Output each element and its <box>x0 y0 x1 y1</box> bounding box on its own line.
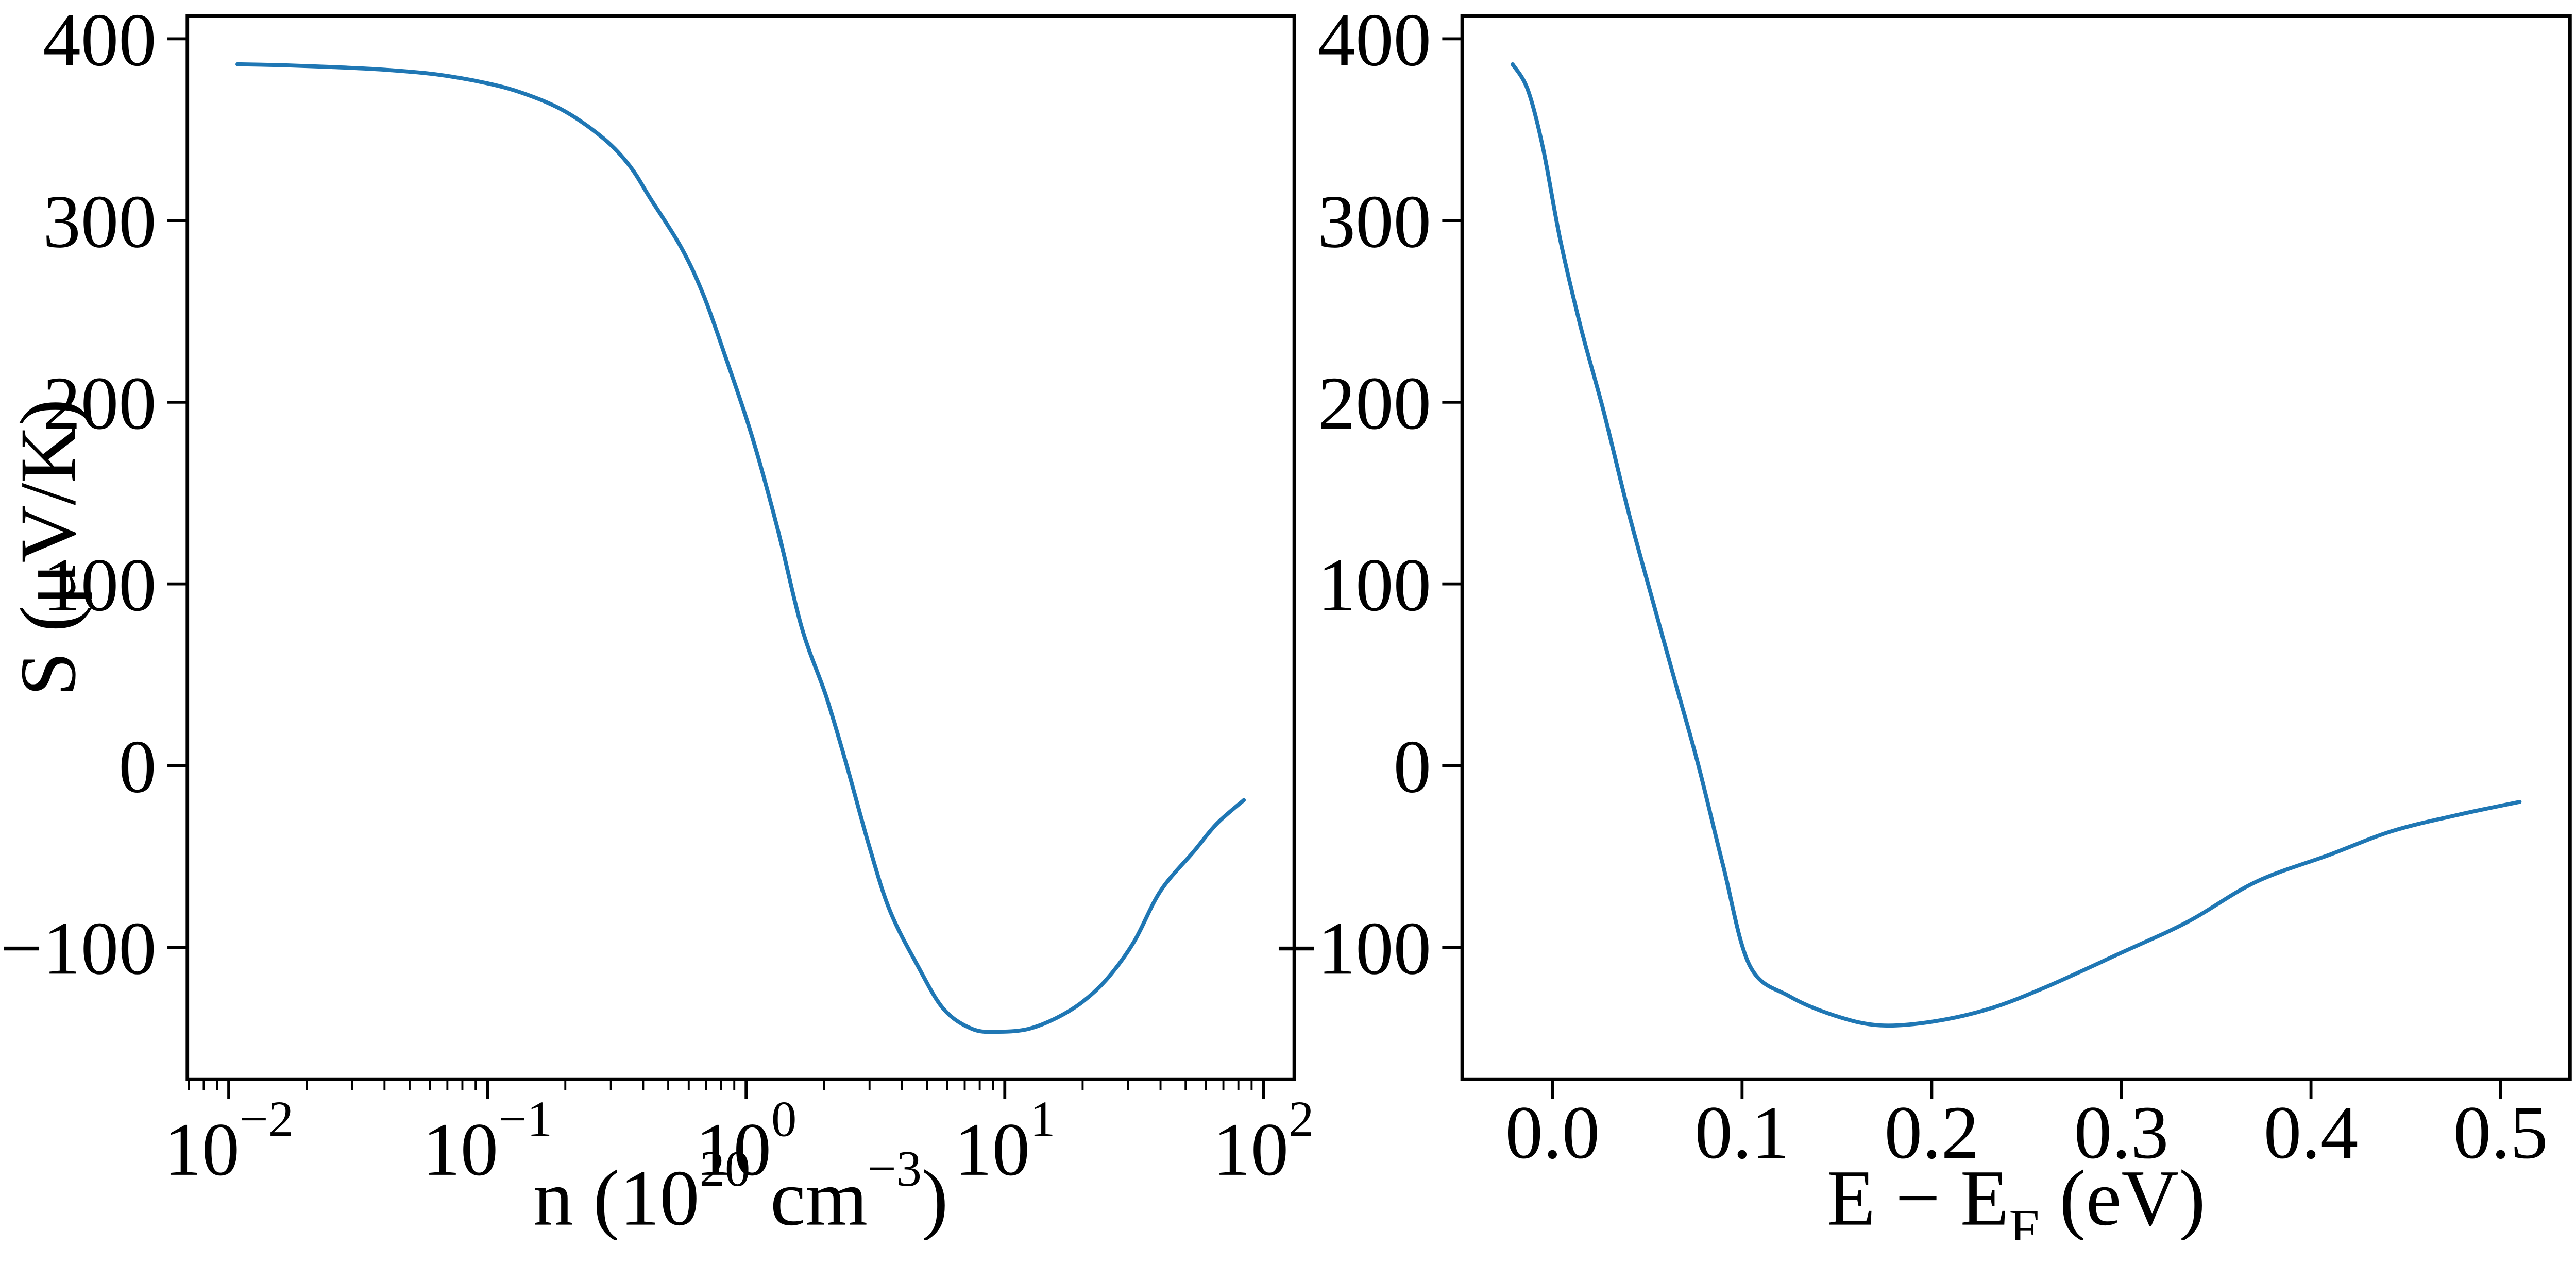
x-tick-label: 0.0 <box>1505 1090 1600 1174</box>
x-tick-label: 100​ <box>696 1091 796 1191</box>
seebeck-two-panel-figure: 400 300 200 100 0 −100 10−2​ 10−1​ 100​ 101​ 102​ n… <box>0 0 2576 1240</box>
left-panel: 400 300 200 100 0 −100 10−2​ 10−1​ 100​ 101​ 102​ n… <box>0 0 1314 1240</box>
y-tick-label: 100 <box>43 543 157 627</box>
right-panel: 400 300 200 100 0 −100 0.0 0.1 0.2 0.3 0.4 0.5 E − E… <box>1275 0 2572 1240</box>
axes-spines <box>185 14 1296 1081</box>
x-tick-label: 0.1 <box>1694 1090 1789 1174</box>
x-tick-label: 101​ <box>954 1091 1055 1191</box>
x-tick-label: 0.4 <box>2264 1090 2359 1174</box>
y-tick-label: 400 <box>1318 0 1432 82</box>
y-tick-label: 300 <box>1318 179 1432 263</box>
y-tick-label: −100 <box>0 906 156 990</box>
figure-background <box>0 0 2576 1240</box>
x-tick-label: 10−2​ <box>164 1091 294 1191</box>
y-tick-label: 300 <box>43 179 157 263</box>
y-tick-label: 200 <box>43 361 157 445</box>
y-tick-label: 0 <box>118 725 157 809</box>
chart-canvas: 400 300 200 100 0 −100 10−2​ 10−1​ 100​ 101​ 102​ n… <box>0 0 2576 1240</box>
x-tick-label: 102​ <box>1213 1091 1314 1191</box>
series-line-left <box>235 62 1246 1034</box>
x-tick-label: 0.5 <box>2453 1090 2548 1174</box>
y-tick-label: 0 <box>1394 725 1432 809</box>
series-line-right <box>1511 62 2522 1028</box>
x-tick-label: 10−1​ <box>422 1091 552 1191</box>
y-tick-label: 400 <box>43 0 157 82</box>
y-tick-label: 100 <box>1318 543 1432 627</box>
axes-spines <box>1460 14 2572 1081</box>
x-tick-label: 0.3 <box>2074 1090 2169 1174</box>
y-tick-label: −100 <box>1275 906 1431 990</box>
x-tick-label: 0.2 <box>1885 1090 1979 1174</box>
y-axis-title: S (μV/K) <box>4 399 92 696</box>
y-tick-label: 200 <box>1318 361 1432 445</box>
x-axis-title: E − EF​ (eV) <box>1827 1154 2206 1240</box>
x-axis-title: n (1020​ cm−3​) <box>533 1141 948 1240</box>
